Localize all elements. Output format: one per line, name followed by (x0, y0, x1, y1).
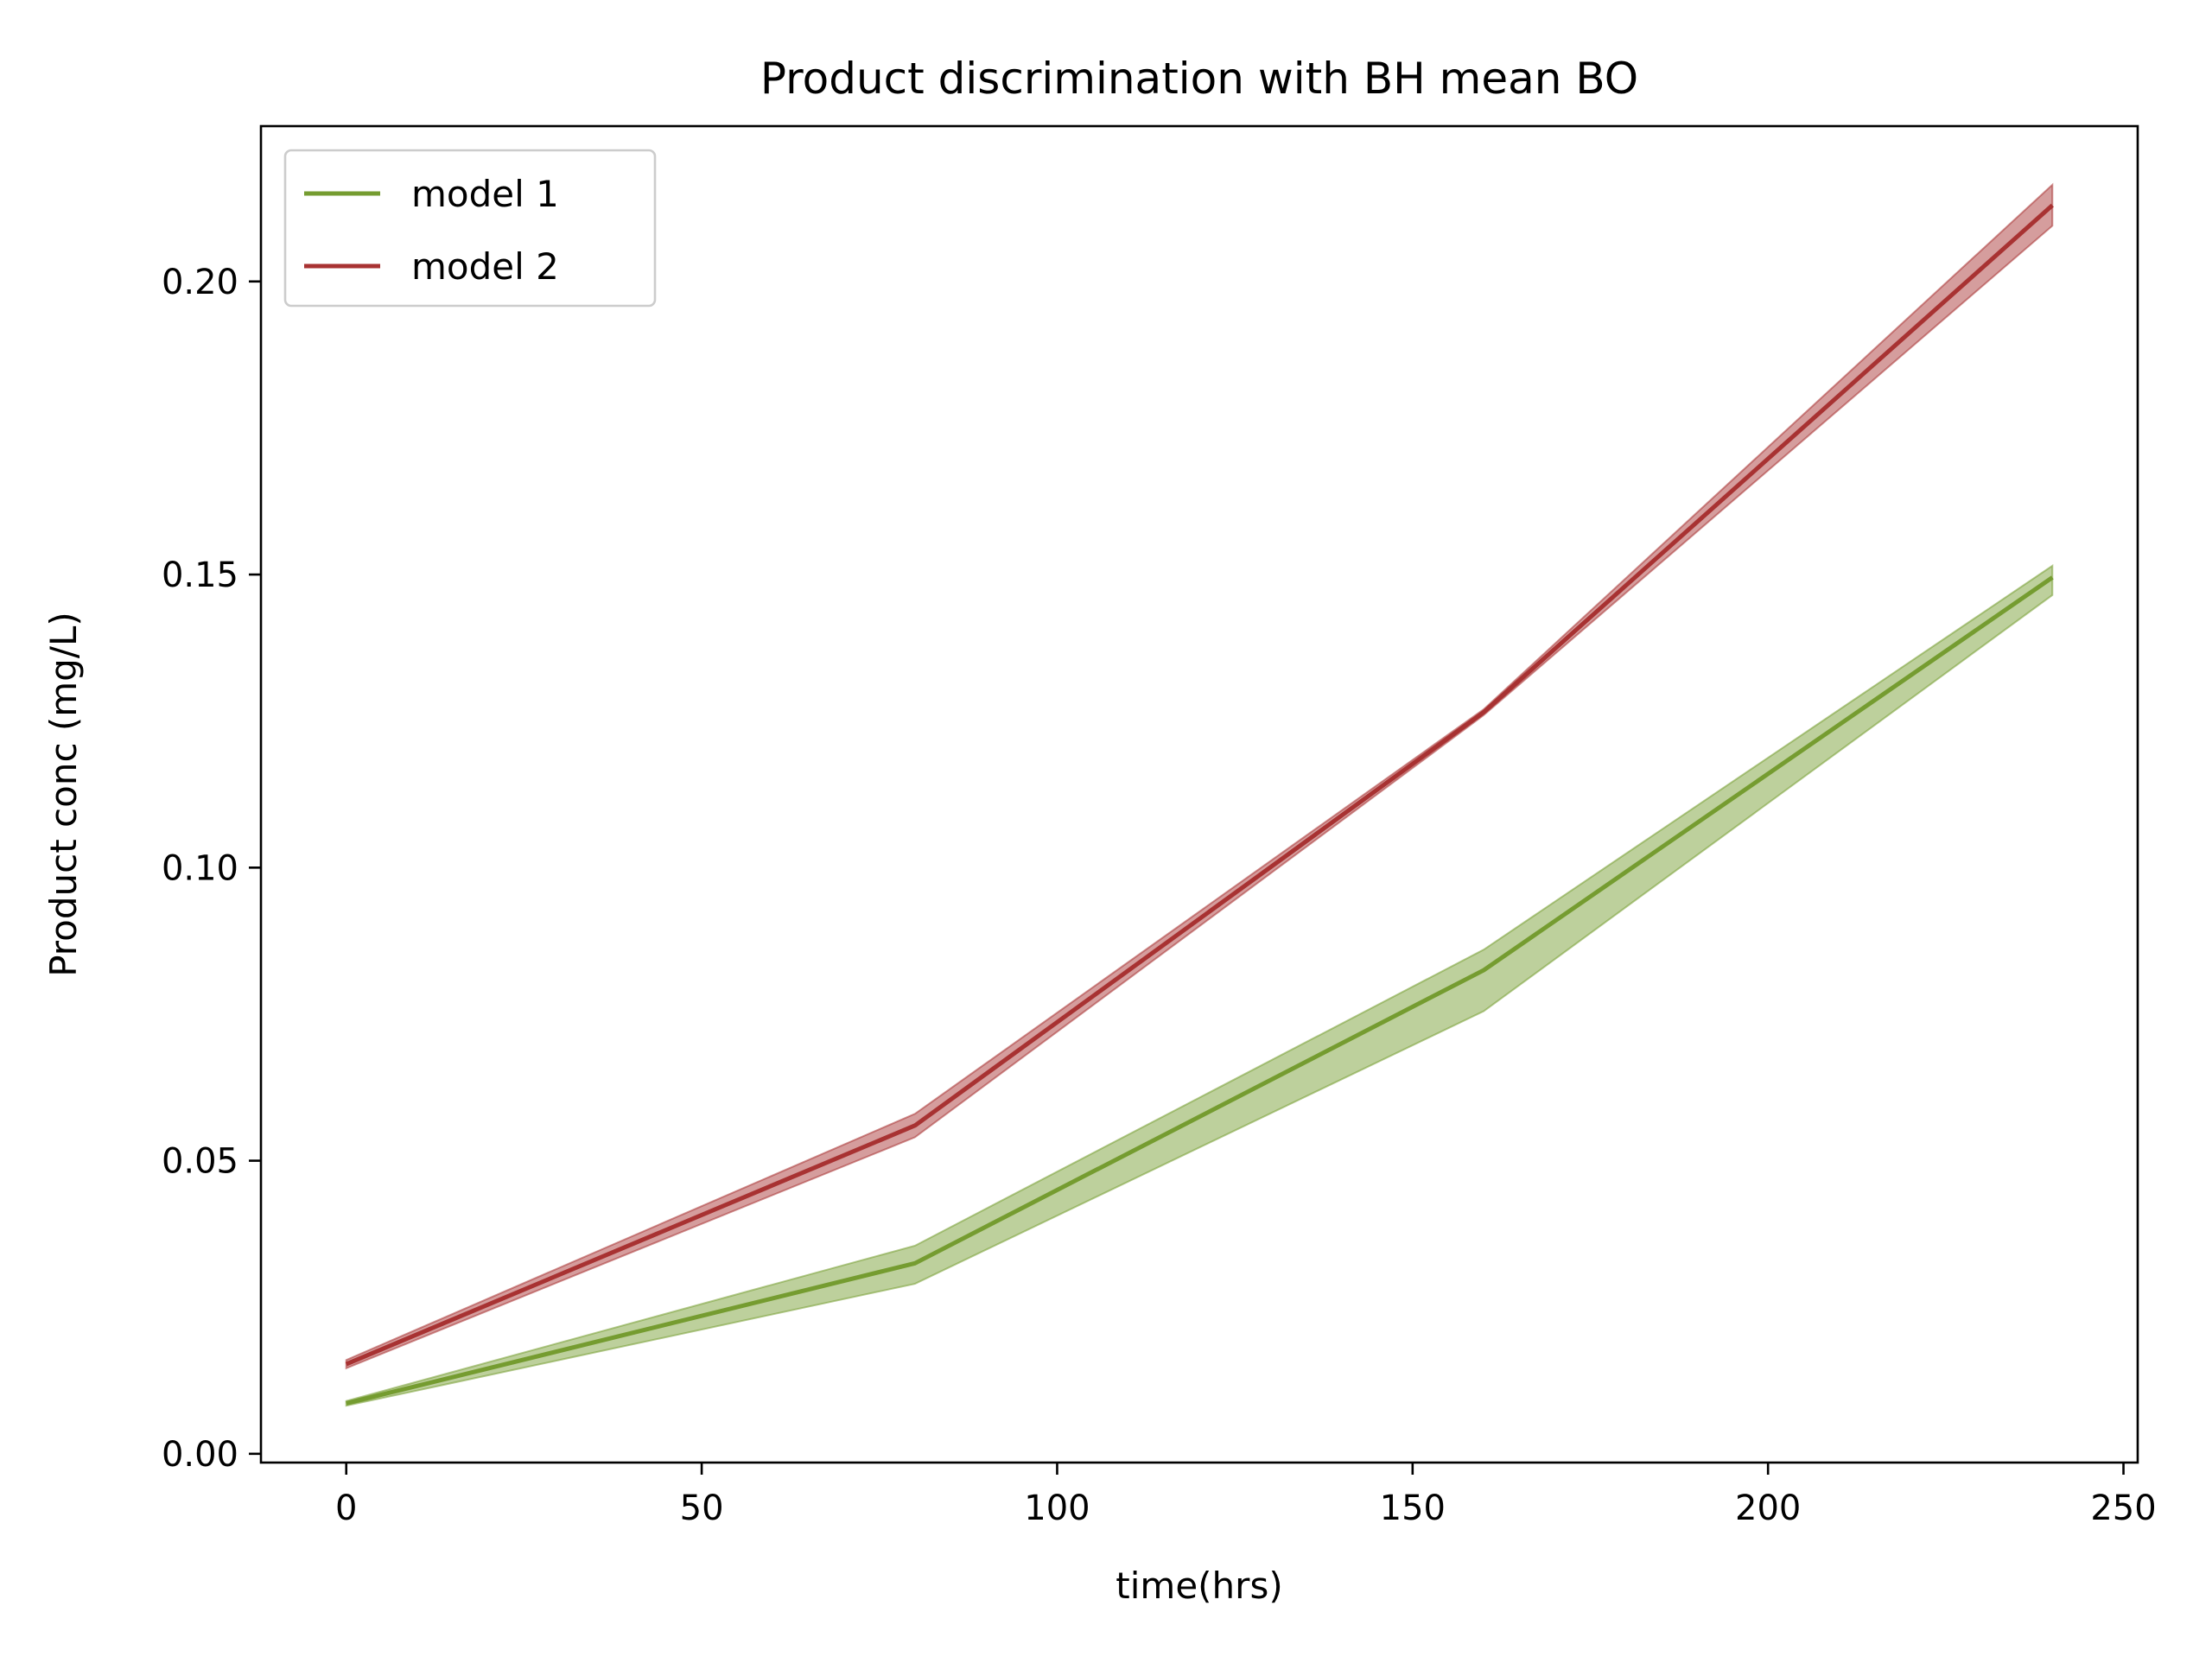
confidence-band-series-2 (345, 182, 2054, 1370)
legend-label-series-1: model 1 (411, 173, 559, 215)
series-line-2 (345, 203, 2054, 1367)
confidence-bands (345, 182, 2054, 1407)
y-tick-label: 0.10 (162, 848, 238, 888)
y-tick-label: 0.05 (162, 1142, 238, 1182)
x-tick-label: 150 (1380, 1488, 1446, 1528)
x-tick-label: 50 (680, 1488, 724, 1528)
confidence-band-series-1 (345, 563, 2054, 1407)
x-tick-label: 250 (2090, 1488, 2156, 1528)
plot-area-frame (259, 124, 2139, 1464)
legend: model 1 model 2 (283, 149, 657, 308)
x-axis-ticks: 0 50 100 150 200 250 (335, 1463, 2157, 1528)
legend-label-series-2: model 2 (411, 245, 559, 288)
y-tick-label: 0.20 (162, 263, 238, 302)
x-axis-label: time(hrs) (1116, 1565, 1282, 1607)
y-axis-ticks: 0.00 0.05 0.10 0.15 0.20 (162, 263, 261, 1475)
series-line-1 (346, 575, 2054, 1406)
x-tick-label: 0 (335, 1488, 357, 1528)
x-tick-label: 200 (1735, 1488, 1801, 1528)
x-tick-label: 100 (1024, 1488, 1090, 1528)
y-tick-label: 0.15 (162, 555, 238, 595)
series-lines (345, 203, 2054, 1406)
legend-items: model 1 model 2 (304, 173, 559, 288)
y-axis-label: Product conc (mg/L) (42, 612, 85, 977)
chart-title: Product discrimination with BH mean BO (760, 54, 1638, 104)
y-tick-label: 0.00 (162, 1435, 238, 1475)
